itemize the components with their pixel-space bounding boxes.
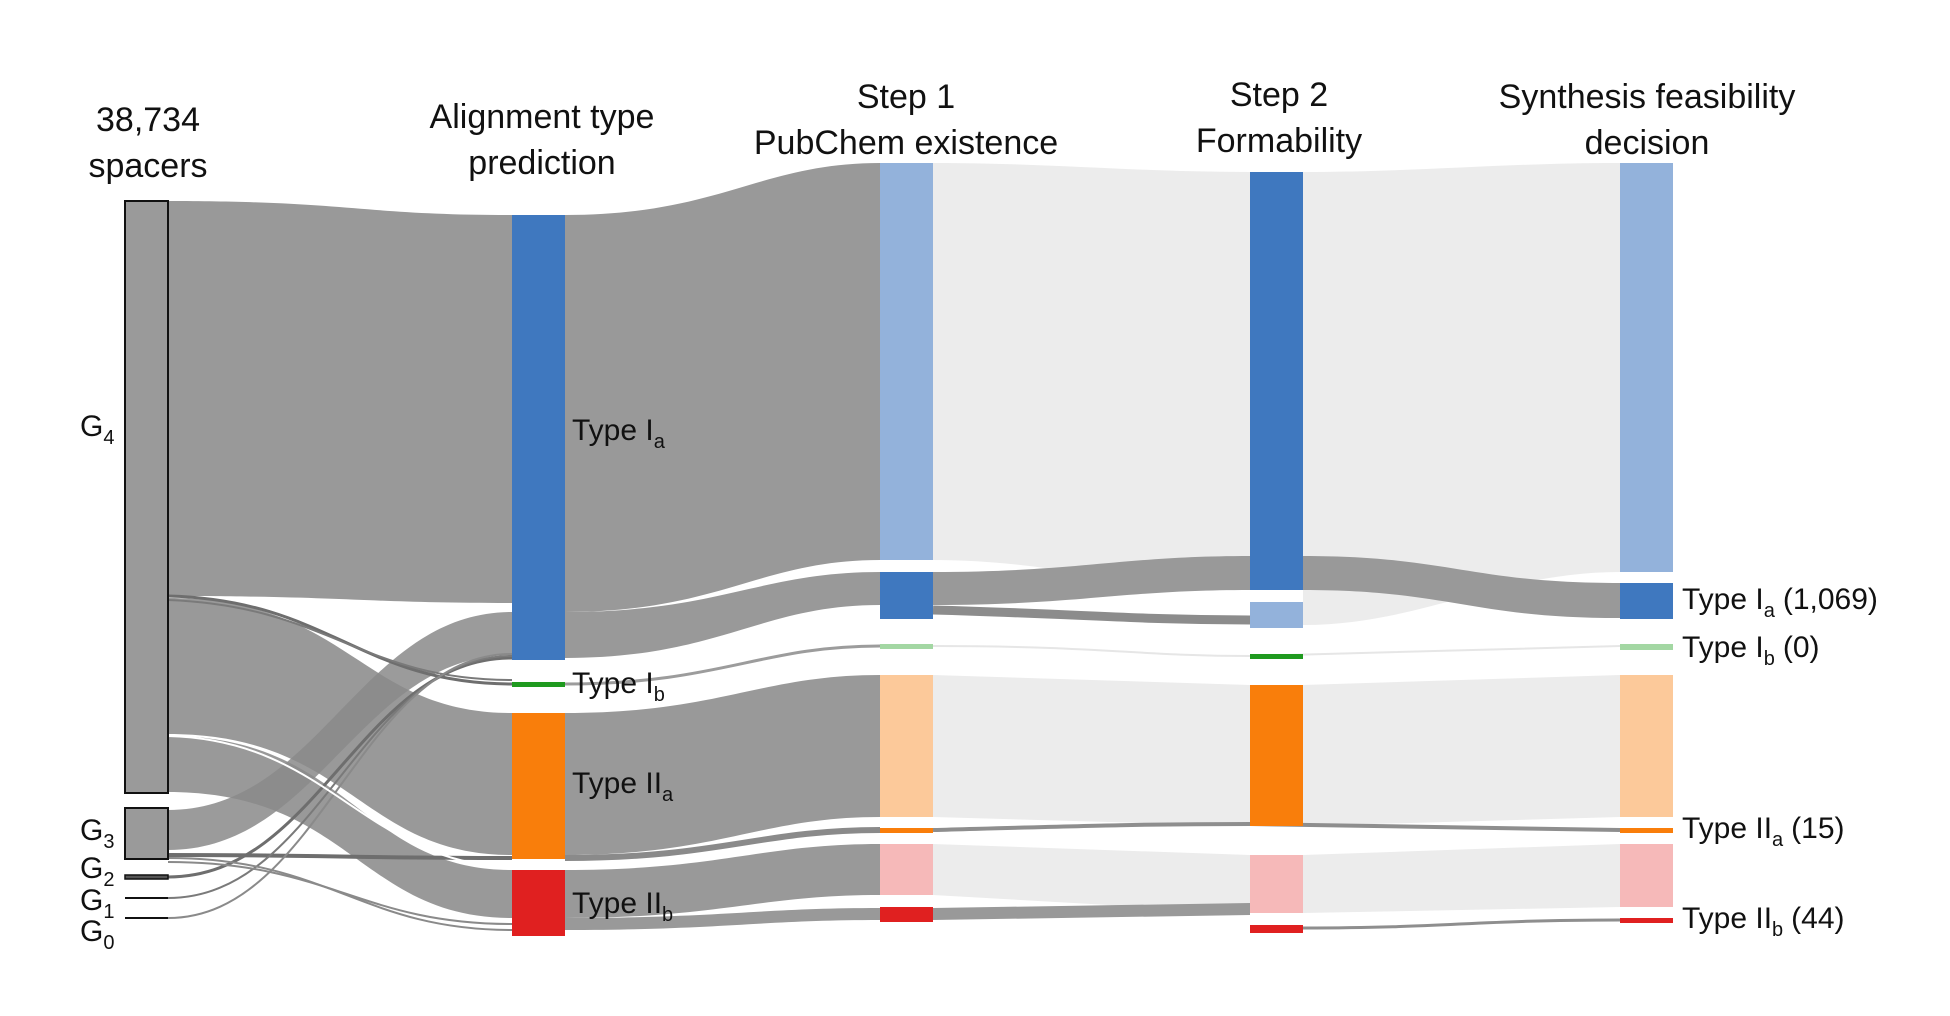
node-g3 (124, 807, 169, 860)
flow-iia-type-to-step1 (565, 675, 880, 855)
spacer-to-type-flows (167, 201, 513, 931)
label-outcome-ia: Type Ia (1,069) (1682, 583, 1878, 622)
node-step1-ia-kept (880, 572, 933, 619)
label-outcome-iia: Type IIa (15) (1682, 812, 1845, 851)
type-labels: Type Ia Type Ib Type IIa Type IIb (572, 414, 674, 926)
outcome-labels: Type Ia (1,069) Type Ib (0) Type IIa (15) T… (1682, 583, 1878, 941)
flow-iia-light-step2-to-decision (1303, 675, 1620, 826)
dark-step-flows (932, 556, 1621, 930)
label-type-ia: Type Ia (572, 414, 666, 453)
group-labels: G4 G3 G2 G1 G0 (80, 410, 114, 954)
label-g4: G4 (80, 410, 114, 449)
label-outcome-ib: Type Ib (0) (1682, 631, 1820, 670)
flow-iia-type-to-step1-selected (564, 827, 881, 861)
flow-g4-to-ia (168, 201, 512, 603)
flow-iib-type-to-step1 (565, 844, 880, 918)
flow-g4-to-iib (168, 736, 512, 918)
node-step1-iia-kept (880, 828, 933, 833)
step2-nodes (1250, 172, 1303, 933)
header-decision-line1: Synthesis feasibility (1499, 78, 1796, 116)
node-step2-ia-excluded (1250, 602, 1303, 628)
header-decision-line2: decision (1585, 124, 1710, 162)
flow-g4-to-ib-strand-2 (167, 599, 513, 681)
label-g1: G1 (80, 884, 114, 923)
label-g0: G0 (80, 915, 114, 954)
flow-iib-light-step2-to-decision (1303, 844, 1620, 913)
step1-nodes (880, 163, 933, 922)
node-step1-iia-excluded (880, 675, 933, 817)
label-g3: G3 (80, 814, 114, 853)
decision-nodes (1620, 163, 1673, 923)
node-type-ia (512, 215, 565, 660)
spacer-nodes (124, 200, 169, 919)
header-step2-line1: Step 2 (1230, 76, 1328, 114)
flow-iia-strand (932, 821, 1621, 832)
node-g2 (124, 874, 169, 880)
column-headers: 38,734 spacers Alignment type prediction… (88, 76, 1795, 185)
node-type-iib (512, 870, 565, 936)
header-alignment-line2: prediction (468, 144, 615, 182)
label-type-ib: Type Ib (572, 667, 665, 706)
label-type-iib: Type IIb (572, 887, 673, 926)
node-decision-iib-excluded (1620, 844, 1673, 907)
flow-g4-to-iib-white-strand (167, 735, 513, 869)
flow-ib-type-to-step1 (564, 644, 881, 686)
flow-iib-light-step1-to-step2 (933, 844, 1250, 913)
node-step1-ib-excluded (880, 644, 933, 649)
flow-ia-light-step2-to-decision (1303, 163, 1620, 625)
flow-g3-to-iib-strand (167, 857, 513, 931)
header-step1-line1: Step 1 (857, 78, 955, 116)
header-alignment-line1: Alignment type (430, 98, 655, 136)
type-nodes (512, 215, 565, 936)
node-step2-iia-kept (1250, 685, 1303, 826)
node-decision-iia-excluded (1620, 675, 1673, 817)
node-step2-ib (1250, 654, 1303, 659)
node-type-iia (512, 713, 565, 859)
header-step1-line2: PubChem existence (754, 124, 1058, 162)
node-step2-iib-kept (1250, 925, 1303, 933)
flow-ib-light-strand (932, 645, 1621, 658)
node-decision-ia-excluded (1620, 163, 1673, 572)
label-outcome-iib: Type IIb (44) (1682, 902, 1845, 941)
node-step1-ia-excluded (880, 163, 933, 560)
header-spacers-label: spacers (88, 147, 207, 185)
flow-ia-step2-to-decision (1303, 556, 1620, 618)
node-step2-iib-excluded (1250, 855, 1303, 913)
header-step2-line2: Formability (1196, 122, 1362, 160)
flow-iib-type-to-step1-selected (565, 908, 880, 930)
flow-iia-light-step1-to-step2 (933, 675, 1250, 826)
node-g4 (124, 200, 169, 794)
node-type-ib (512, 682, 565, 687)
flow-ia-step1-to-step2-strand (932, 605, 1251, 625)
node-decision-ia (1620, 583, 1673, 619)
label-type-iia: Type IIa (572, 767, 674, 806)
flow-g0-to-ia-strand (167, 653, 513, 919)
node-step1-iib-excluded (880, 844, 933, 895)
flow-g3-to-iia (167, 853, 513, 860)
flow-iib-step2-to-decision (1302, 918, 1621, 930)
node-decision-iib (1620, 918, 1673, 923)
label-g2: G2 (80, 852, 114, 891)
flow-ia-type-to-step1-selected (565, 572, 880, 658)
node-step1-iib-kept (880, 907, 933, 922)
light-flows (932, 163, 1621, 913)
flow-iib-step1-to-step2 (933, 903, 1250, 920)
flow-ia-light-step1-to-step2 (933, 163, 1250, 590)
header-spacers-count: 38,734 (96, 101, 200, 139)
flow-ia-step1-to-step2 (933, 556, 1250, 605)
node-decision-iia (1620, 828, 1673, 833)
node-step2-ia-kept (1250, 172, 1303, 590)
node-decision-ib (1620, 644, 1673, 650)
flow-ia-type-to-step1 (565, 163, 880, 612)
type-to-step1-flows (564, 163, 881, 930)
